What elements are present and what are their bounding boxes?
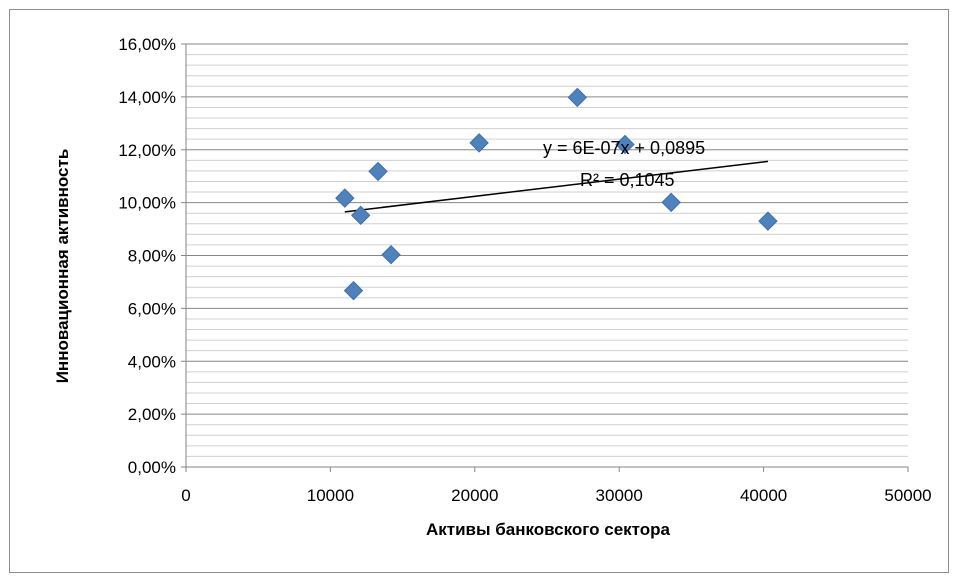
trendline-equation: y = 6E-07x + 0,0895	[543, 138, 705, 158]
data-point	[335, 188, 355, 208]
y-tick-label: 8,00%	[128, 247, 176, 266]
x-tick-label: 10000	[307, 486, 354, 505]
y-tick-labels: 0,00% 2,00% 4,00% 6,00% 8,00% 10,00% 12,00% 14,…	[118, 35, 176, 477]
data-point	[758, 211, 778, 231]
data-point	[381, 244, 401, 265]
chart-frame: 0,00% 2,00% 4,00% 6,00% 8,00% 10,00% 12,00% 14,…	[9, 9, 949, 573]
data-point	[567, 87, 588, 108]
y-tick-label: 0,00%	[128, 458, 176, 477]
data-point	[615, 134, 635, 155]
data-point	[343, 280, 364, 301]
y-tick-label: 12,00%	[118, 141, 176, 160]
x-tick-label: 30000	[596, 486, 643, 505]
y-axis-title: Инновационная активность	[53, 149, 72, 384]
y-tick-label: 4,00%	[128, 352, 176, 371]
trendline	[344, 160, 769, 213]
y-tick-label: 2,00%	[128, 405, 176, 424]
x-tick-label: 20000	[451, 486, 498, 505]
axes	[181, 43, 909, 472]
x-tick-label: 0	[181, 486, 190, 505]
x-tick-label: 40000	[740, 486, 787, 505]
x-tick-label: 50000	[884, 486, 931, 505]
data-point	[469, 133, 489, 153]
x-axis-title: Активы банковского сектора	[426, 520, 671, 539]
y-tick-label: 10,00%	[118, 194, 176, 213]
trendline-r-squared: R² = 0,1045	[580, 170, 675, 190]
data-point	[351, 205, 371, 226]
y-tick-label: 6,00%	[128, 299, 176, 318]
x-tick-labels: 0 10000 20000 30000 40000 50000	[181, 486, 931, 505]
gridlines	[186, 43, 908, 468]
y-tick-label: 16,00%	[118, 35, 176, 54]
data-point	[661, 192, 681, 213]
data-points	[335, 87, 778, 301]
scatter-chart: 0,00% 2,00% 4,00% 6,00% 8,00% 10,00% 12,00% 14,…	[53, 35, 932, 539]
y-tick-label: 14,00%	[118, 88, 176, 107]
data-point	[368, 161, 388, 182]
